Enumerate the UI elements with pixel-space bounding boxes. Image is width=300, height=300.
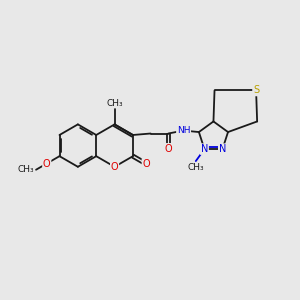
Text: O: O [43,158,51,169]
Text: N: N [219,144,226,154]
Text: S: S [253,85,259,95]
Text: CH₃: CH₃ [106,99,123,108]
Text: CH₃: CH₃ [188,164,204,172]
Text: NH: NH [177,126,190,135]
Text: O: O [164,144,172,154]
Text: CH₃: CH₃ [18,165,34,174]
Text: O: O [111,162,119,172]
Text: N: N [201,144,208,154]
Text: O: O [142,159,150,169]
